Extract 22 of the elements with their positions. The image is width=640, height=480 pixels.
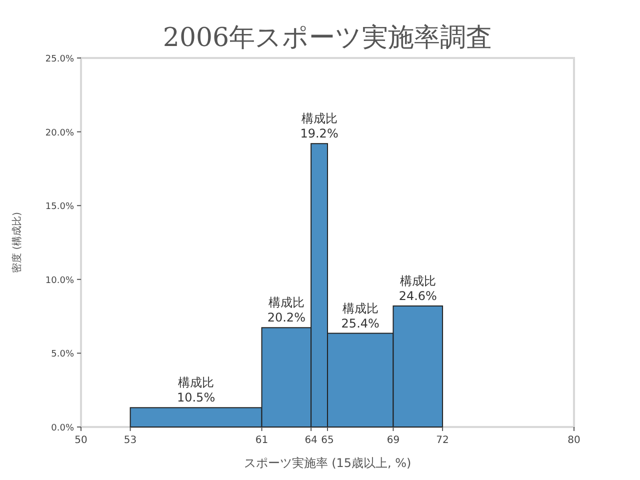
- x-tick-label: 61: [255, 435, 268, 446]
- y-tick-label: 5.0%: [51, 350, 74, 360]
- x-axis-title: スポーツ実施率 (15歳以上, %): [244, 456, 412, 470]
- data-label: 構成比 24.6%: [398, 274, 437, 303]
- y-tick-label: 0.0%: [51, 424, 74, 434]
- y-tick-label: 15.0%: [45, 202, 74, 212]
- x-tick-label: 53: [124, 435, 137, 446]
- x-tick-label: 65: [321, 435, 334, 446]
- data-label: 構成比 19.2%: [300, 112, 338, 141]
- x-tick-label: 50: [74, 435, 88, 446]
- y-axis-title: 密度 (構成比): [11, 212, 23, 273]
- y-tick-label: 25.0%: [45, 54, 74, 64]
- data-label: 構成比 25.4%: [341, 301, 380, 330]
- data-label: 構成比 20.2%: [267, 296, 306, 325]
- chart-title: 2006年スポーツ実施率調査: [162, 23, 492, 53]
- x-tick-label: 64: [304, 435, 318, 446]
- y-tick-label: 20.0%: [45, 128, 74, 138]
- y-tick-label: 10.0%: [45, 276, 74, 286]
- x-tick-label: 69: [386, 435, 400, 446]
- x-tick-label: 80: [568, 435, 580, 446]
- data-label: 構成比 10.5%: [176, 376, 216, 405]
- x-tick-label: 72: [436, 435, 449, 446]
